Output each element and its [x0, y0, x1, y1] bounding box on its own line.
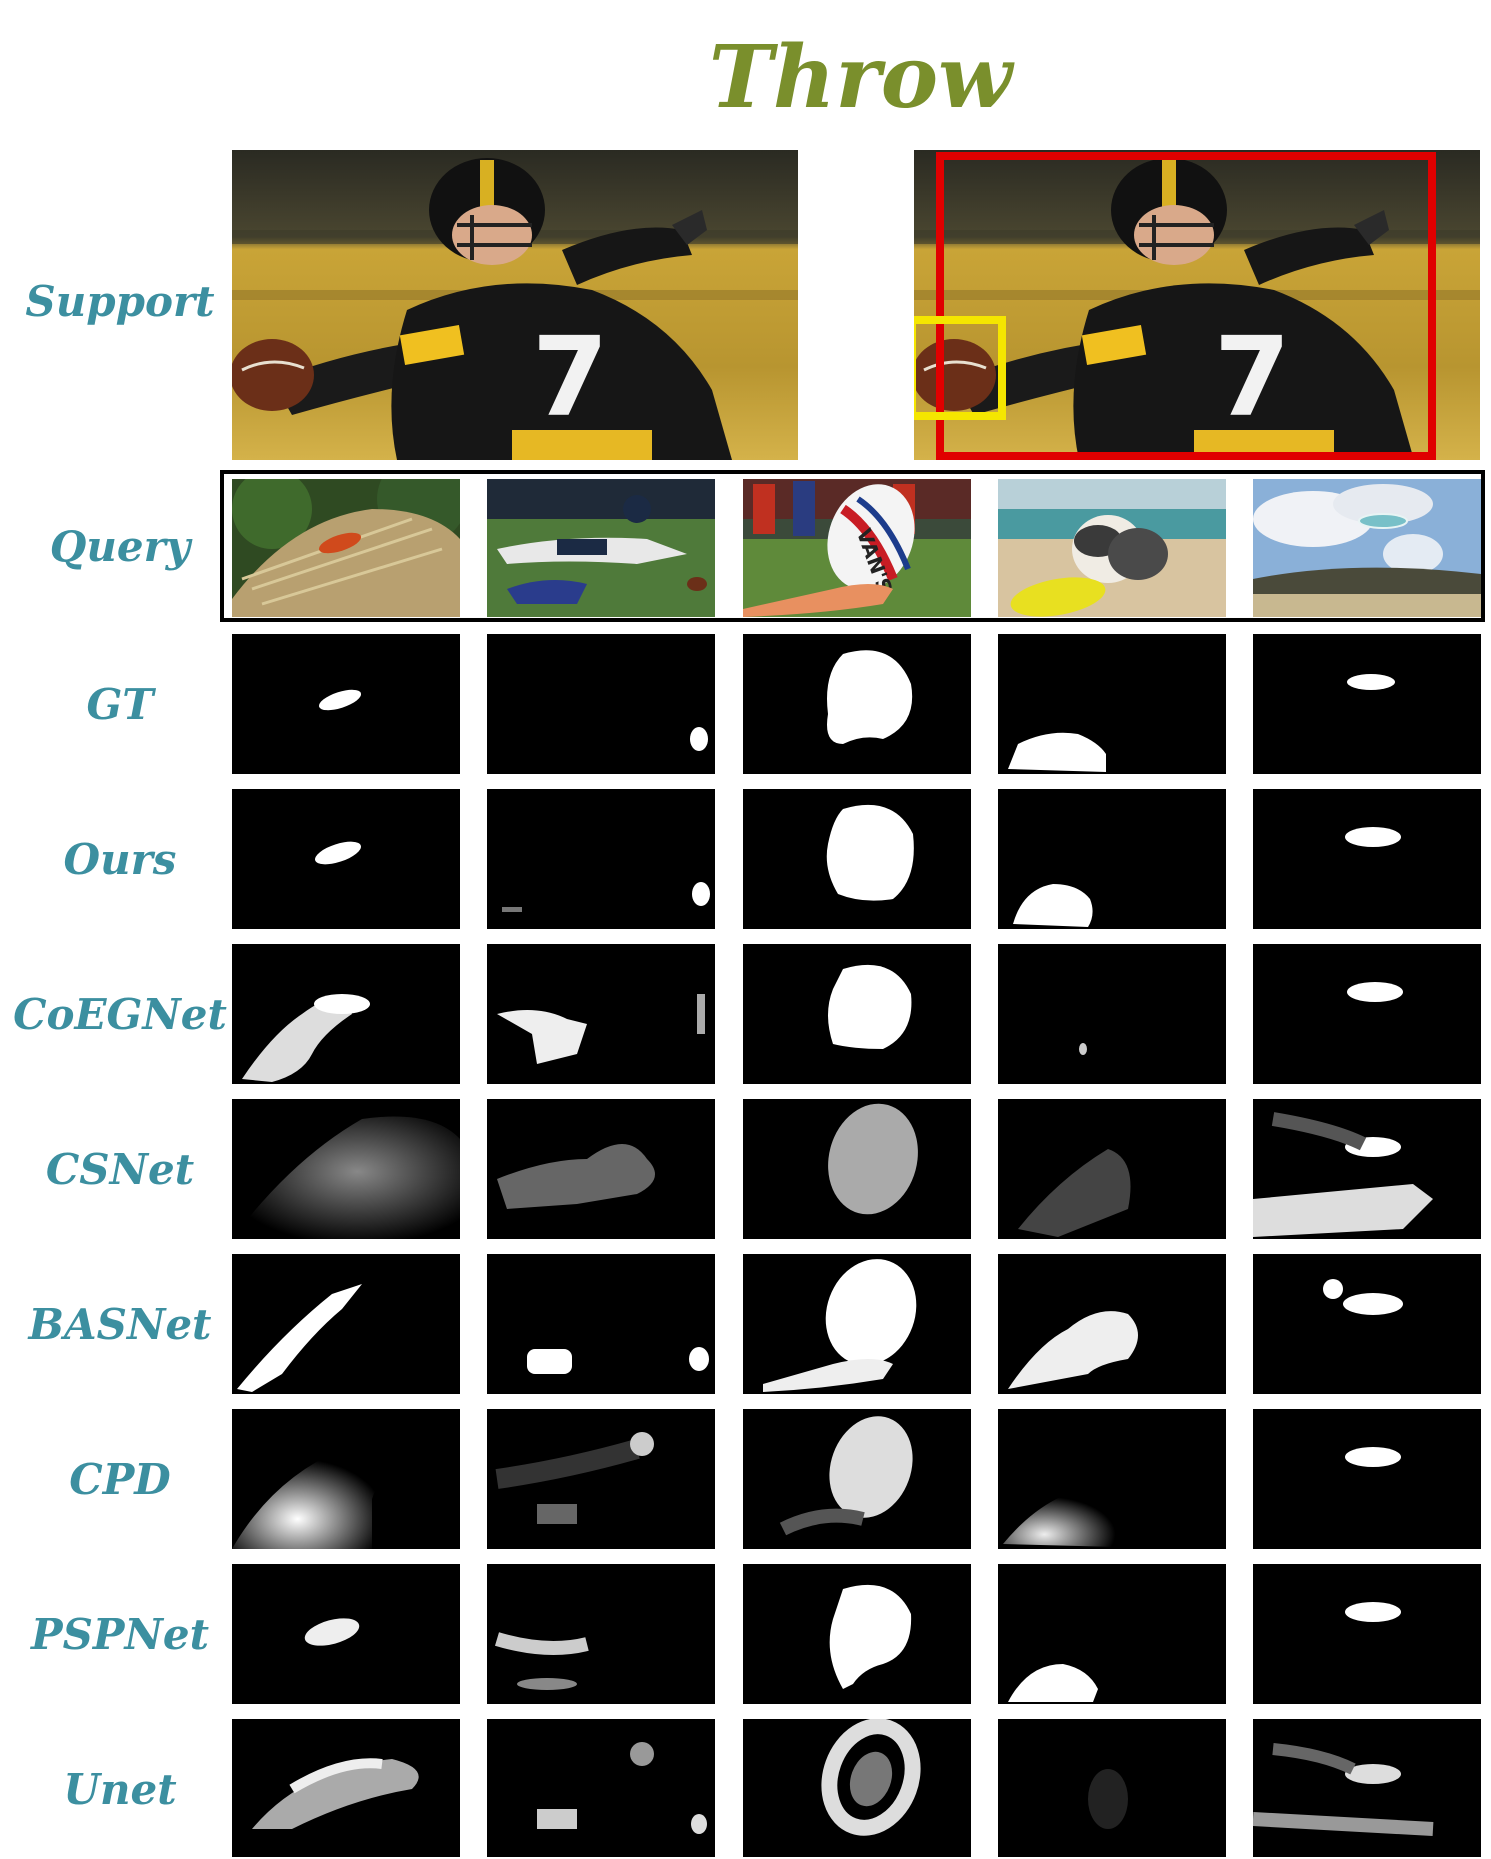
mask-csnet-3 [743, 1099, 971, 1239]
mask-cpd-3 [743, 1409, 971, 1549]
row-label-csnet: CSNet [45, 1145, 195, 1194]
mask-coegnet-3 [743, 944, 971, 1084]
query-image-1 [232, 479, 460, 617]
mask-pspnet-4 [998, 1564, 1226, 1704]
mask-csnet-2 [487, 1099, 715, 1239]
mask-coegnet-5 [1253, 944, 1481, 1084]
mask-gt-3 [743, 634, 971, 774]
mask-pspnet-3 [743, 1564, 971, 1704]
mask-basnet-4 [998, 1254, 1226, 1394]
mask-unet-1 [232, 1719, 460, 1857]
mask-cpd-5 [1253, 1409, 1481, 1549]
figure-title: Throw [708, 27, 1013, 128]
mask-ours-5 [1253, 789, 1481, 929]
mask-csnet-4 [998, 1099, 1226, 1239]
mask-gt-4 [998, 634, 1226, 774]
support-image-plain: 7 [232, 150, 798, 460]
row-label-pspnet: PSPNet [30, 1610, 209, 1659]
mask-gt-2 [487, 634, 715, 774]
person-bounding-box [936, 152, 1436, 460]
row-label-ours: Ours [63, 835, 177, 884]
mask-pspnet-2 [487, 1564, 715, 1704]
jersey-number: 7 [532, 313, 609, 441]
row-label-unet: Unet [63, 1765, 177, 1814]
mask-unet-3 [743, 1719, 971, 1857]
row-label-coegnet: CoEGNet [13, 990, 227, 1039]
row-label-query: Query [49, 522, 191, 571]
mask-ours-1 [232, 789, 460, 929]
query-image-2 [487, 479, 715, 617]
mask-ours-4 [998, 789, 1226, 929]
mask-coegnet-1 [232, 944, 460, 1084]
support-image-annotated: 7 [914, 150, 1480, 460]
mask-gt-1 [232, 634, 460, 774]
mask-cpd-4 [998, 1409, 1226, 1549]
row-label-cpd: CPD [69, 1455, 171, 1504]
ball-bounding-box [914, 316, 1006, 420]
mask-cpd-1 [232, 1409, 460, 1549]
mask-coegnet-4 [998, 944, 1226, 1084]
mask-csnet-5 [1253, 1099, 1481, 1239]
mask-pspnet-5 [1253, 1564, 1481, 1704]
mask-unet-4 [998, 1719, 1226, 1857]
row-label-basnet: BASNet [28, 1300, 212, 1349]
mask-cpd-2 [487, 1409, 715, 1549]
mask-pspnet-1 [232, 1564, 460, 1704]
mask-coegnet-2 [487, 944, 715, 1084]
row-label-gt: GT [86, 680, 154, 729]
mask-unet-2 [487, 1719, 715, 1857]
query-image-3: VAN'S [743, 479, 971, 617]
mask-ours-2 [487, 789, 715, 929]
mask-ours-3 [743, 789, 971, 929]
query-image-4 [998, 479, 1226, 617]
mask-csnet-1 [232, 1099, 460, 1239]
mask-basnet-5 [1253, 1254, 1481, 1394]
jersey-number-annotated: 7 [1214, 313, 1291, 441]
mask-basnet-2 [487, 1254, 715, 1394]
mask-basnet-3 [743, 1254, 971, 1394]
mask-gt-5 [1253, 634, 1481, 774]
query-frame [220, 470, 1485, 622]
row-label-support: Support [25, 277, 215, 326]
mask-unet-5 [1253, 1719, 1481, 1857]
mask-basnet-1 [232, 1254, 460, 1394]
query-image-5 [1253, 479, 1481, 617]
